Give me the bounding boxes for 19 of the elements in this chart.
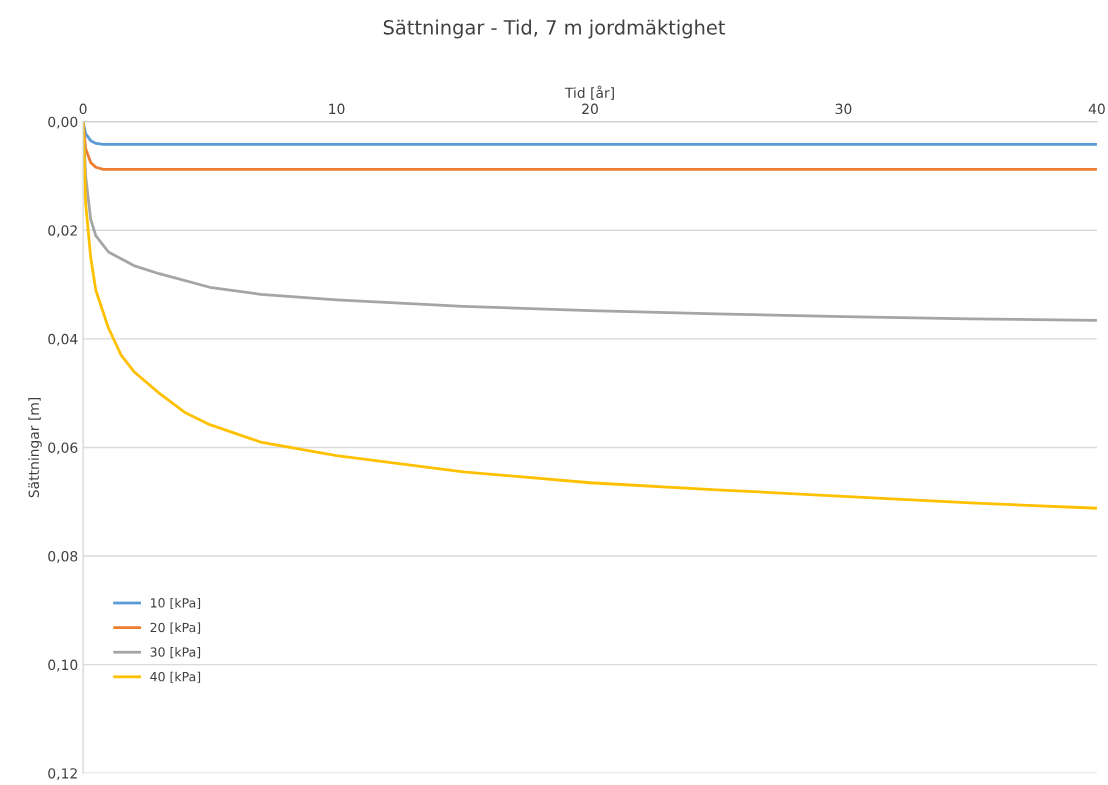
legend-label: 10 [kPa] bbox=[151, 597, 201, 610]
x-tick-label: 20 bbox=[582, 103, 598, 115]
x-tick-label: 0 bbox=[79, 103, 87, 115]
y-tick-label: 0,04 bbox=[48, 333, 78, 346]
legend-label: 20 [kPa] bbox=[150, 622, 201, 634]
chart-title: Sättningar - Tid, 7 m jordmäktighet bbox=[383, 19, 725, 39]
legend-label: 40 [kPa] bbox=[150, 671, 201, 683]
x-tick-label: 40 bbox=[1088, 103, 1105, 115]
y-tick-label: 0,02 bbox=[48, 225, 77, 238]
y-tick-label: 0,12 bbox=[48, 768, 77, 781]
y-tick-label: 0,10 bbox=[48, 659, 78, 672]
y-axis-title: Sättningar [m] bbox=[28, 397, 42, 498]
x-axis-title: Tid [år] bbox=[564, 85, 614, 100]
x-tick-label: 10 bbox=[329, 103, 345, 115]
x-tick-label: 30 bbox=[835, 103, 852, 115]
y-tick-label: 0,00 bbox=[48, 116, 78, 129]
legend-label: 30 [kPa] bbox=[150, 647, 201, 659]
y-tick-label: 0,08 bbox=[48, 551, 78, 563]
y-tick-label: 0,06 bbox=[48, 442, 78, 455]
